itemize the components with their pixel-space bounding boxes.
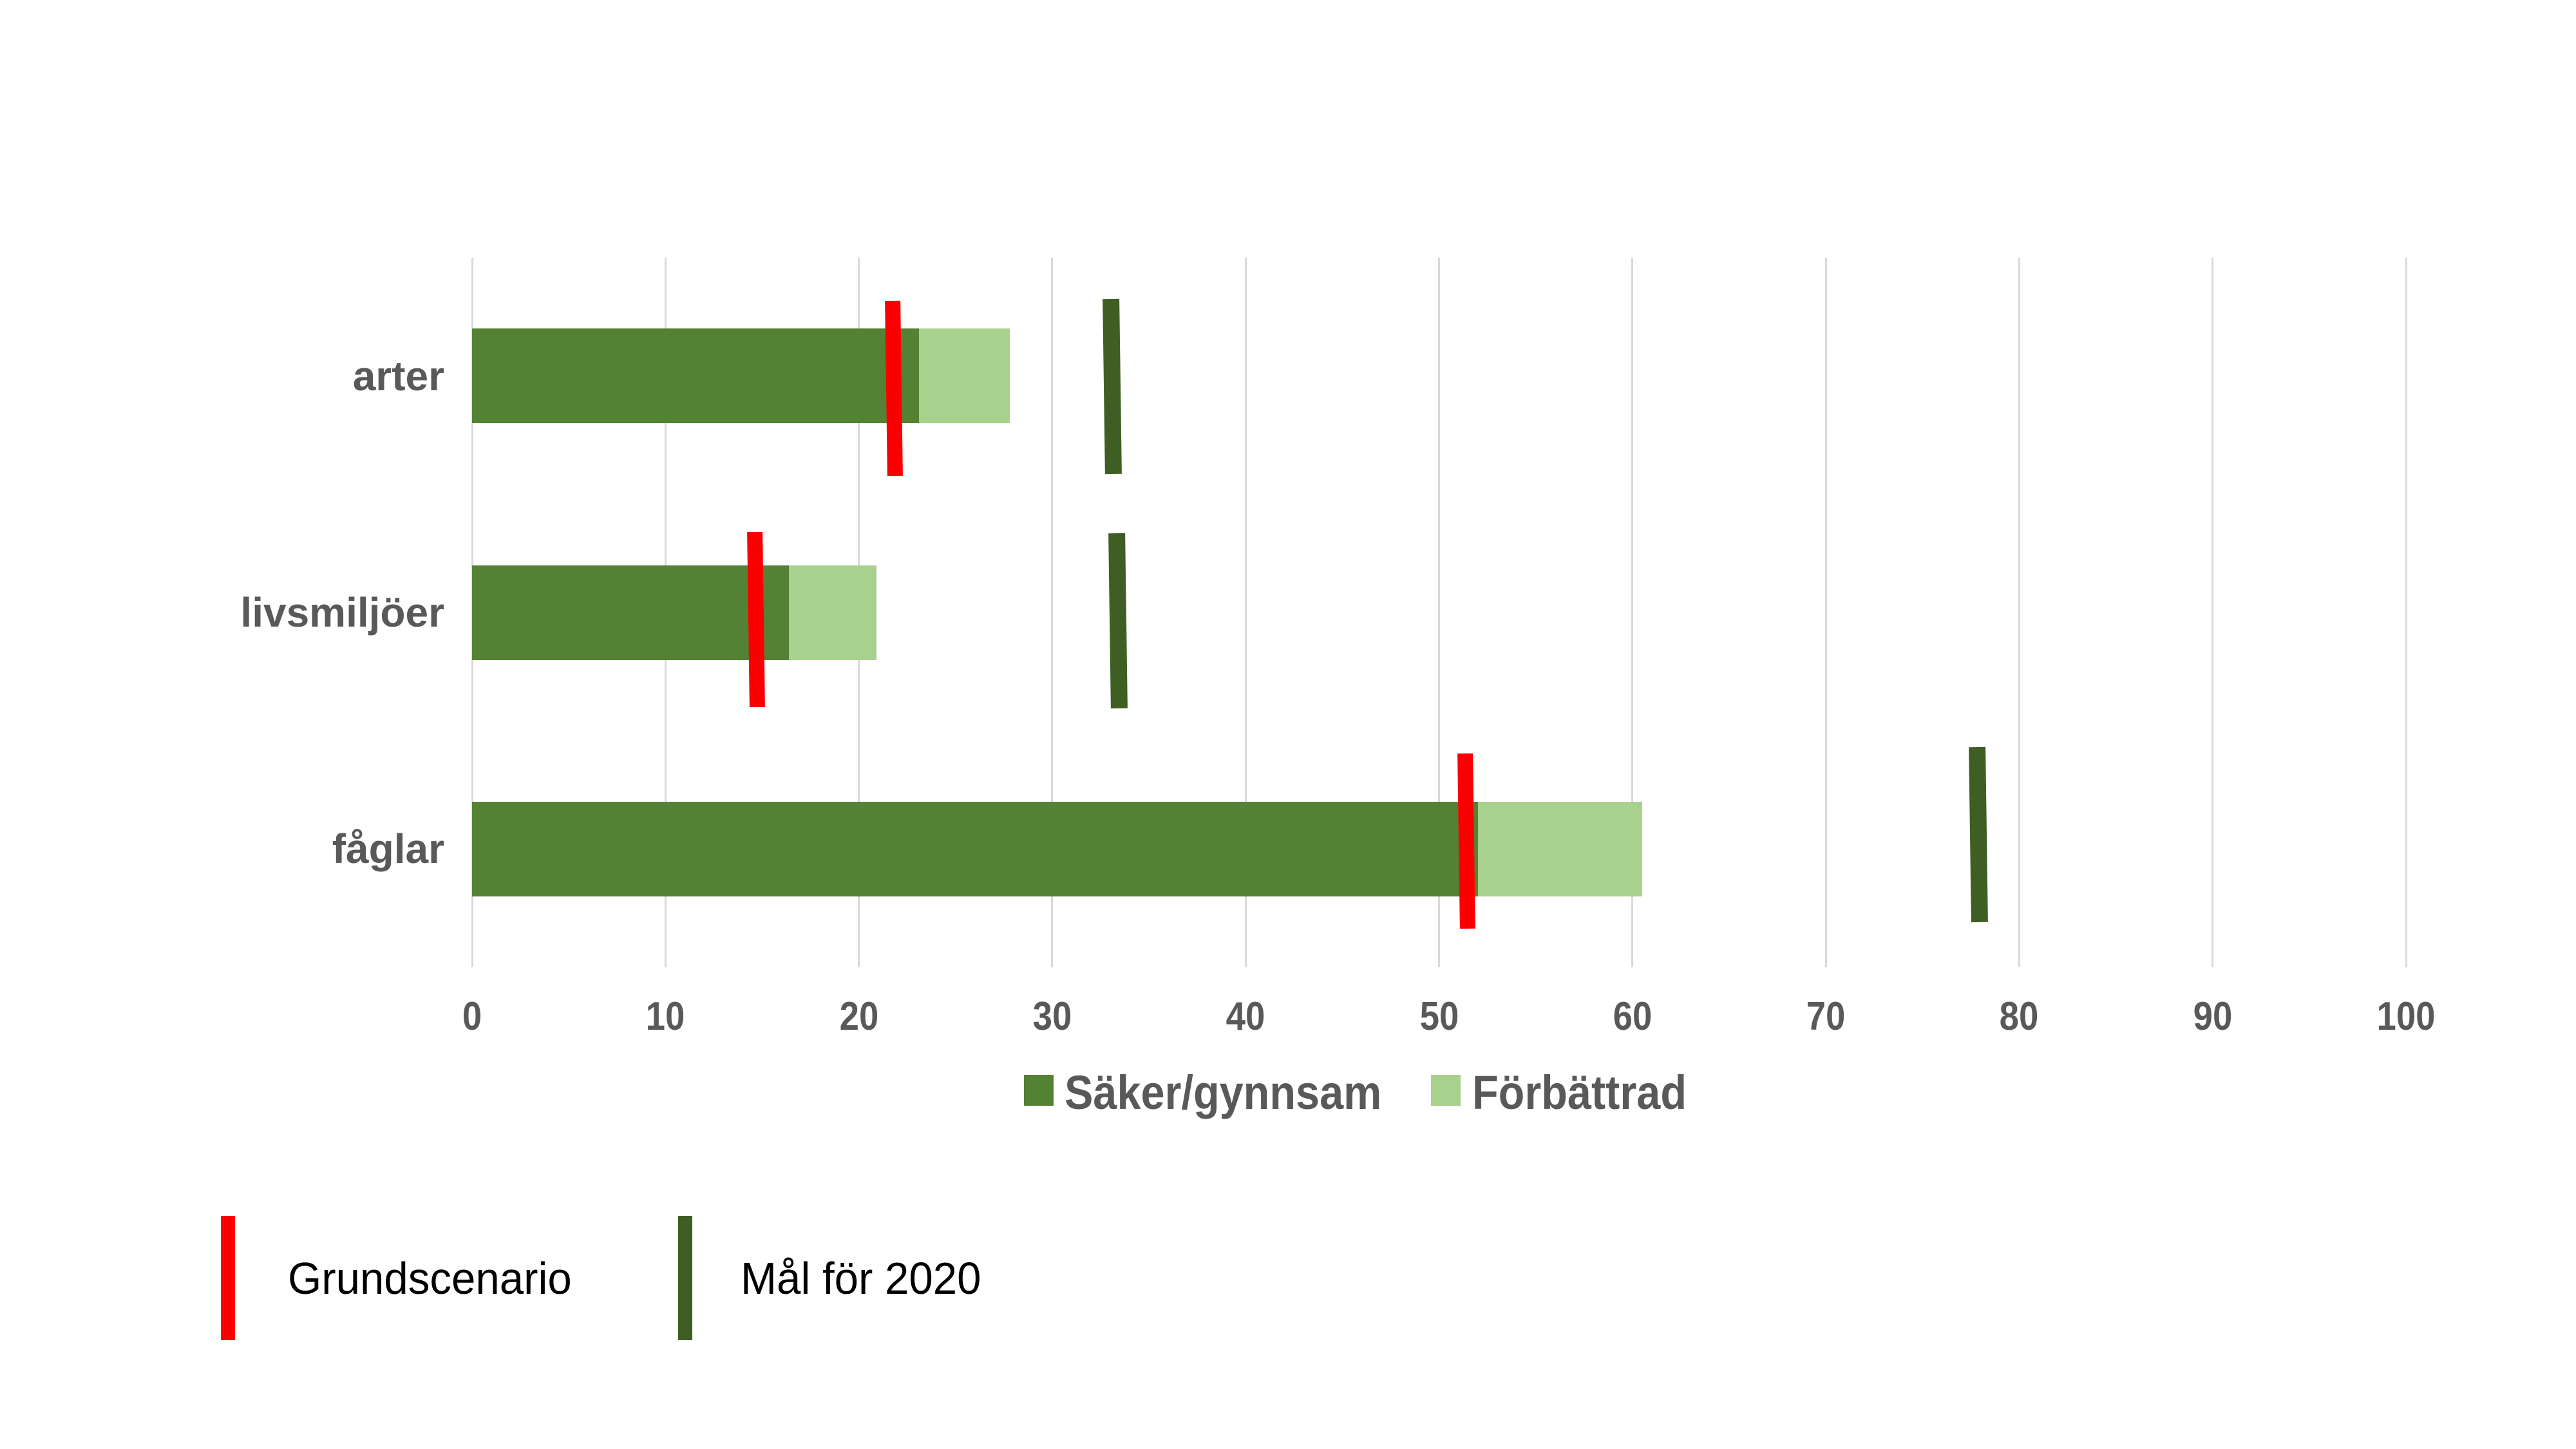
x-tick-label-10: 10 xyxy=(645,994,685,1039)
mal-for-2020-marker-0 xyxy=(1103,298,1122,474)
bar-segment-saker-gynnsam-0 xyxy=(472,328,919,424)
gridline-80 xyxy=(2018,258,2020,967)
grundscenario-marker-2 xyxy=(1457,753,1475,929)
bar-segment-forbattrad-1 xyxy=(789,565,876,660)
grundscenario-marker-1 xyxy=(747,531,766,708)
x-tick-label-80: 80 xyxy=(2000,994,2039,1039)
bar-segment-saker-gynnsam-1 xyxy=(472,565,790,660)
x-tick-label-20: 20 xyxy=(839,994,878,1039)
x-tick-label-70: 70 xyxy=(1806,994,1846,1039)
gridline-90 xyxy=(2211,258,2214,967)
grundscenario-line-swatch xyxy=(221,1216,235,1340)
mal-for-2020-marker-1 xyxy=(1108,533,1128,709)
legend-swatch-forbattrad xyxy=(1431,1075,1461,1106)
bar-segment-saker-gynnsam-2 xyxy=(472,801,1478,896)
mal-for-2020-marker-2 xyxy=(1969,747,1989,923)
category-label-2: fåglar xyxy=(332,826,444,873)
gridline-70 xyxy=(1824,258,1827,967)
grundscenario-label: Grundscenario xyxy=(288,1253,572,1303)
gridline-100 xyxy=(2405,258,2407,967)
mal-for-2020-label: Mål för 2020 xyxy=(741,1253,981,1303)
legend-swatch-saker-gynnsam xyxy=(1024,1075,1054,1106)
legend-label-saker-gynnsam: Säker/gynnsam xyxy=(1065,1065,1382,1119)
x-tick-label-0: 0 xyxy=(462,994,482,1039)
x-tick-label-40: 40 xyxy=(1226,994,1265,1039)
grundscenario-marker-0 xyxy=(884,300,903,476)
category-label-1: livsmiljöer xyxy=(240,589,444,636)
category-label-0: arter xyxy=(352,352,444,399)
x-tick-label-30: 30 xyxy=(1032,994,1072,1039)
x-tick-label-60: 60 xyxy=(1613,994,1653,1039)
bar-segment-forbattrad-0 xyxy=(918,328,1010,424)
x-tick-label-100: 100 xyxy=(2376,994,2436,1039)
x-tick-label-50: 50 xyxy=(1419,994,1459,1039)
legend-label-forbattrad: Förbättrad xyxy=(1472,1065,1687,1119)
bar-segment-forbattrad-2 xyxy=(1477,801,1642,896)
gridline-40 xyxy=(1244,258,1247,967)
gridline-50 xyxy=(1438,258,1440,967)
mal-for-2020-line-swatch xyxy=(678,1216,692,1340)
gridline-30 xyxy=(1051,258,1054,967)
gridline-60 xyxy=(1631,258,1634,967)
x-tick-label-90: 90 xyxy=(2193,994,2233,1039)
